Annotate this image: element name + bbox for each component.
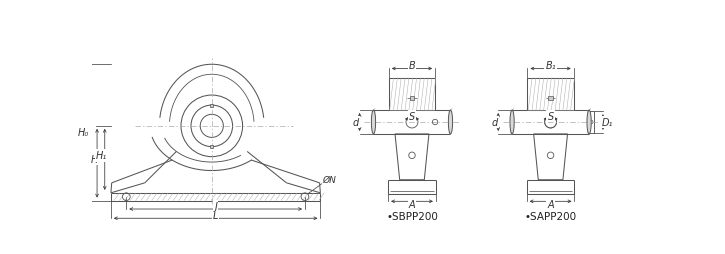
Text: S: S [409, 112, 415, 121]
Text: S: S [547, 112, 554, 121]
Ellipse shape [448, 111, 452, 134]
Text: A: A [547, 200, 554, 210]
Text: H: H [91, 155, 98, 165]
Ellipse shape [510, 111, 514, 134]
Bar [548, 97, 553, 100]
Text: B: B [409, 61, 415, 71]
Bar [210, 104, 213, 107]
Text: H₁: H₁ [96, 151, 107, 161]
Text: •SAPP200: •SAPP200 [524, 211, 576, 221]
Text: B₁: B₁ [545, 61, 556, 71]
Bar [210, 146, 213, 149]
Text: D₁: D₁ [602, 118, 613, 128]
Bar [410, 97, 414, 100]
Text: A: A [409, 200, 415, 210]
Ellipse shape [371, 111, 376, 134]
Text: d: d [352, 118, 359, 128]
Text: ØN: ØN [322, 175, 336, 184]
Text: •SBPP200: •SBPP200 [386, 211, 438, 221]
Text: J: J [214, 201, 217, 211]
Text: L: L [213, 210, 218, 220]
Ellipse shape [587, 111, 591, 134]
Text: H₀: H₀ [78, 128, 89, 138]
Text: d: d [492, 118, 497, 128]
